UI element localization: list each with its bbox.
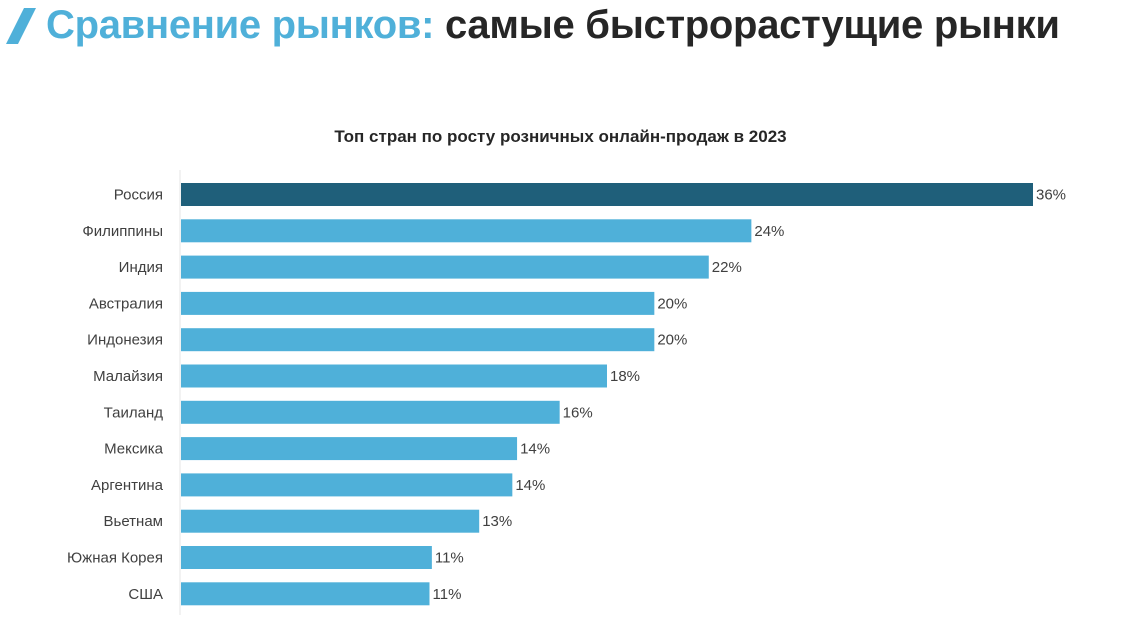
bar-5 [181, 364, 607, 388]
data-label: 14% [515, 477, 545, 494]
bar-8 [181, 473, 513, 497]
data-label: 24% [754, 223, 784, 240]
bar-3 [181, 291, 655, 315]
page-title-accent: Сравнение рынков: [46, 3, 435, 47]
bar-11 [181, 582, 430, 606]
data-label: 20% [657, 332, 687, 349]
data-label: 18% [610, 368, 640, 385]
page-title: Сравнение рынков: самые быстрорастущие р… [46, 0, 1060, 50]
data-label: 11% [433, 586, 462, 603]
category-label: США [128, 586, 163, 603]
bar-2 [181, 255, 709, 279]
category-label: Австралия [89, 295, 163, 312]
page-title-main: самые быстрорастущие рынки [445, 3, 1060, 47]
bar-6 [181, 400, 560, 424]
category-label: Вьетнам [104, 513, 163, 530]
category-label: Индия [119, 259, 163, 276]
category-label: Малайзия [93, 368, 163, 385]
bar-9 [181, 509, 480, 533]
category-label: Индонезия [87, 332, 163, 349]
category-label: Таиланд [104, 404, 164, 421]
data-label: 14% [520, 441, 550, 458]
bar-4 [181, 328, 655, 352]
bar-7 [181, 437, 518, 461]
slash-icon [6, 8, 36, 44]
category-label: Южная Корея [67, 550, 163, 567]
data-label: 36% [1036, 187, 1066, 204]
data-label: 20% [657, 295, 687, 312]
data-label: 16% [563, 404, 593, 421]
category-label: Аргентина [91, 477, 164, 494]
bar-0 [181, 183, 1033, 206]
category-label: Филиппины [82, 223, 163, 240]
data-label: 13% [482, 513, 512, 530]
data-label: 22% [712, 259, 742, 276]
data-label: 11% [435, 550, 464, 567]
bar-chart: Россия 36% Филиппины 24% Индия 22% Австралия 20… [67, 170, 1066, 615]
chart-title: Топ стран по росту розничных онлайн-прод… [334, 127, 787, 146]
category-label: Мексика [104, 441, 164, 458]
bar-10 [181, 546, 432, 569]
category-label: Россия [114, 187, 163, 204]
bar-1 [181, 219, 752, 243]
